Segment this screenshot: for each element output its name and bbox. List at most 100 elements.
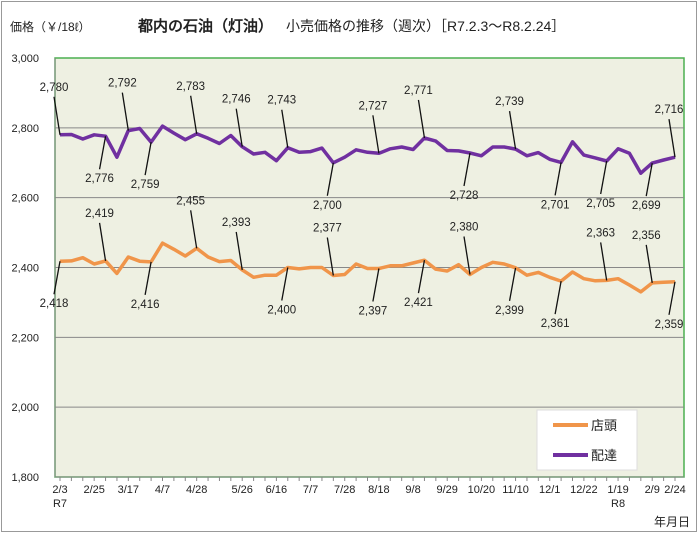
data-label-leader	[235, 108, 243, 147]
x-tick-label: 2/25	[83, 484, 104, 496]
data-point	[218, 261, 220, 263]
data-label: 2,363	[586, 227, 615, 239]
data-point	[321, 267, 323, 268]
data-label: 2,776	[85, 173, 114, 185]
data-label: 2,771	[404, 85, 433, 97]
data-point	[207, 137, 209, 139]
data-point	[230, 135, 232, 137]
data-label: 2,397	[358, 306, 387, 318]
data-point	[549, 158, 551, 160]
x-tick-label: 4/7	[155, 484, 170, 496]
data-point	[253, 276, 255, 278]
x-era-label: R8	[611, 498, 625, 510]
data-point	[628, 152, 630, 154]
data-label: 2,705	[586, 198, 615, 210]
x-tick-label: 2/9	[645, 484, 660, 496]
data-label-leader	[508, 267, 517, 301]
data-point	[617, 148, 619, 150]
data-point	[344, 156, 346, 158]
data-point	[526, 274, 528, 276]
data-point	[412, 262, 414, 264]
legend-label-delivery: 配達	[591, 448, 617, 463]
data-point	[184, 139, 186, 141]
x-axis-label: 年月日	[654, 515, 690, 529]
data-point	[355, 263, 357, 265]
data-point	[446, 270, 448, 272]
data-label-leader	[463, 236, 471, 275]
data-point	[435, 140, 437, 142]
x-tick-label: 8/18	[368, 484, 389, 496]
data-point	[264, 151, 266, 153]
data-point	[446, 150, 448, 152]
data-point	[435, 268, 437, 270]
data-label: 2,759	[131, 179, 160, 191]
data-point	[492, 261, 494, 263]
data-point	[583, 278, 585, 280]
data-point	[663, 159, 665, 161]
data-point	[253, 153, 255, 155]
data-label: 2,400	[267, 305, 296, 317]
data-label-leader	[326, 237, 334, 276]
data-point	[594, 280, 596, 282]
x-tick-label: 3/17	[118, 484, 139, 496]
x-tick-label: 5/26	[232, 484, 253, 496]
data-point	[298, 151, 300, 153]
data-label: 2,361	[541, 318, 570, 330]
data-label-leader	[121, 92, 129, 131]
data-label: 2,701	[541, 199, 570, 211]
data-label-leader	[668, 281, 676, 315]
data-point	[82, 138, 84, 140]
x-tick-label: 9/8	[405, 484, 420, 496]
data-label-leader	[372, 115, 380, 154]
data-point	[367, 268, 368, 270]
data-point	[173, 248, 175, 250]
data-label: 2,792	[108, 78, 137, 90]
x-tick-label: 12/1	[539, 484, 560, 496]
data-label: 2,728	[450, 190, 479, 202]
data-point	[264, 274, 266, 276]
data-label-leader	[144, 261, 152, 296]
data-point	[162, 125, 163, 127]
data-point	[298, 268, 300, 270]
data-point	[275, 274, 277, 276]
data-label-leader	[281, 109, 289, 148]
data-label: 2,393	[222, 217, 251, 229]
data-label-leader	[190, 210, 198, 249]
data-label-leader	[600, 160, 608, 195]
y-tick-label: 2,800	[11, 123, 39, 135]
data-point	[458, 150, 460, 152]
data-point	[640, 291, 642, 293]
data-label: 2,783	[176, 81, 205, 93]
y-tick-label: 2,000	[11, 402, 39, 414]
data-label-leader	[372, 268, 380, 302]
data-label-leader	[98, 136, 107, 170]
data-point	[93, 134, 95, 136]
data-label: 2,418	[40, 298, 69, 310]
data-point	[173, 132, 175, 134]
data-point	[127, 256, 129, 258]
data-label: 2,455	[176, 195, 205, 207]
y-tick-label: 2,200	[11, 332, 39, 344]
data-point	[82, 257, 84, 259]
x-tick-label: 6/16	[266, 484, 287, 496]
data-label: 2,727	[358, 100, 387, 112]
x-tick-label: 9/29	[437, 484, 458, 496]
legend: 店頭 配達	[536, 409, 638, 471]
x-tick-label: 1/19	[607, 484, 628, 496]
data-point	[492, 146, 494, 148]
data-point	[572, 141, 573, 143]
data-point	[572, 271, 573, 273]
y-tick-label: 2,400	[11, 263, 39, 275]
data-label: 2,743	[267, 95, 296, 107]
data-point	[480, 155, 482, 157]
x-tick-label: 7/7	[303, 484, 318, 496]
data-point	[526, 155, 528, 157]
data-label-leader	[281, 267, 289, 301]
data-point	[218, 143, 220, 145]
data-point	[70, 133, 72, 135]
data-label-leader	[417, 260, 426, 294]
x-tick-label: 12/22	[570, 484, 598, 496]
data-label-leader	[235, 231, 243, 271]
data-label: 2,780	[40, 82, 69, 94]
data-label-leader	[463, 152, 471, 187]
